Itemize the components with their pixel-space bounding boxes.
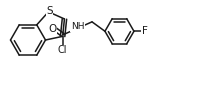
Text: S: S xyxy=(46,6,53,16)
Text: F: F xyxy=(142,26,148,36)
Text: O: O xyxy=(48,24,56,34)
Text: NH: NH xyxy=(71,22,84,31)
Text: Cl: Cl xyxy=(58,45,67,55)
